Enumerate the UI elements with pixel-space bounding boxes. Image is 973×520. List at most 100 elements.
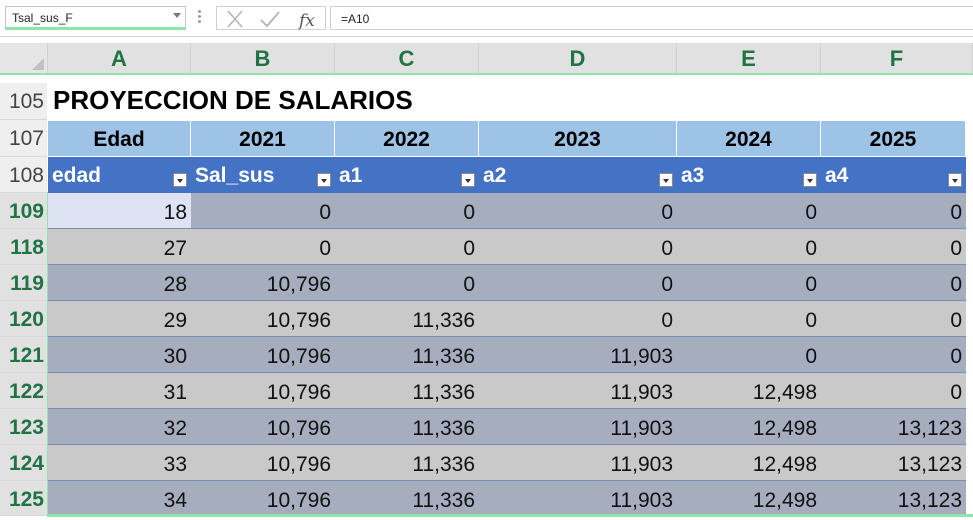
row-header[interactable]: 108	[0, 157, 47, 193]
table-header-cell[interactable]: Sal_sus	[191, 157, 335, 193]
table-cell[interactable]: 10,796	[191, 337, 335, 373]
table-cell[interactable]: 0	[335, 265, 479, 301]
column-header-d[interactable]: D	[479, 43, 677, 73]
table-cell[interactable]: 31	[48, 373, 191, 409]
filter-dropdown-icon[interactable]	[461, 173, 475, 187]
filter-dropdown-icon[interactable]	[173, 173, 187, 187]
table-cell[interactable]: 11,903	[479, 337, 677, 373]
year-header-cell[interactable]: 2024	[677, 121, 821, 157]
filter-dropdown-icon[interactable]	[803, 173, 817, 187]
row-header[interactable]: 107	[0, 120, 47, 157]
table-cell[interactable]: 0	[821, 193, 966, 229]
table-cell[interactable]: 0	[821, 301, 966, 337]
table-cell[interactable]: 30	[48, 337, 191, 373]
table-cell[interactable]: 10,796	[191, 445, 335, 481]
table-cell[interactable]: 12,498	[677, 445, 821, 481]
row-header[interactable]: 122	[0, 373, 47, 409]
filter-dropdown-icon[interactable]	[948, 173, 962, 187]
table-cell[interactable]: 0	[335, 229, 479, 265]
table-header-cell[interactable]: edad	[48, 157, 191, 193]
table-cell[interactable]: 0	[821, 337, 966, 373]
table-cell[interactable]: 10,796	[191, 481, 335, 517]
table-cell[interactable]: 10,796	[191, 301, 335, 337]
table-header-cell[interactable]: a1	[335, 157, 479, 193]
table-cell[interactable]: 0	[191, 193, 335, 229]
table-cell[interactable]: 13,123	[821, 409, 966, 445]
table-cell[interactable]: 32	[48, 409, 191, 445]
fx-icon[interactable]: fx	[297, 10, 319, 30]
x-icon[interactable]	[225, 10, 245, 28]
table-cell[interactable]: 0	[677, 265, 821, 301]
row-header[interactable]: 119	[0, 265, 47, 301]
table-cell[interactable]: 11,903	[479, 373, 677, 409]
row-header[interactable]: 124	[0, 445, 47, 481]
table-cell[interactable]: 18	[48, 193, 191, 229]
table-cell[interactable]: 13,123	[821, 445, 966, 481]
year-header-cell[interactable]: 2021	[191, 121, 335, 157]
table-header-cell[interactable]: a2	[479, 157, 677, 193]
sheet-title[interactable]: PROYECCION DE SALARIOS	[53, 85, 413, 115]
table-cell[interactable]: 11,903	[479, 409, 677, 445]
table-cell[interactable]: 0	[479, 229, 677, 265]
formula-text[interactable]: =A10	[341, 12, 370, 26]
filter-dropdown-icon[interactable]	[659, 173, 673, 187]
table-cell[interactable]: 27	[48, 229, 191, 265]
table-cell[interactable]: 10,796	[191, 265, 335, 301]
table-cell[interactable]: 12,498	[677, 409, 821, 445]
table-cell[interactable]: 11,336	[335, 301, 479, 337]
table-cell[interactable]: 0	[479, 301, 677, 337]
table-cell[interactable]: 13,123	[821, 481, 966, 517]
row-header[interactable]: 109	[0, 193, 47, 229]
table-cell[interactable]: 11,336	[335, 409, 479, 445]
table-cell[interactable]: 0	[479, 193, 677, 229]
row-header[interactable]: 123	[0, 409, 47, 445]
name-box-dropdown-icon[interactable]	[173, 13, 181, 18]
table-header-cell[interactable]: a3	[677, 157, 821, 193]
check-icon[interactable]	[259, 10, 281, 28]
table-cell[interactable]: 12,498	[677, 481, 821, 517]
table-cell[interactable]: 10,796	[191, 409, 335, 445]
table-cell[interactable]: 11,336	[335, 445, 479, 481]
name-box-value[interactable]: Tsal_sus_F	[12, 11, 73, 25]
row-header[interactable]: 125	[0, 481, 47, 516]
table-cell[interactable]: 12,498	[677, 373, 821, 409]
table-cell[interactable]: 11,903	[479, 481, 677, 517]
table-cell[interactable]: 28	[48, 265, 191, 301]
name-box[interactable]: Tsal_sus_F	[5, 6, 186, 30]
row-header[interactable]: 121	[0, 337, 47, 373]
table-header-cell[interactable]: a4	[821, 157, 966, 193]
table-cell[interactable]: 33	[48, 445, 191, 481]
table-cell[interactable]: 11,336	[335, 481, 479, 517]
column-header-f[interactable]: F	[821, 43, 973, 73]
table-cell[interactable]: 0	[191, 229, 335, 265]
table-cell[interactable]: 0	[821, 373, 966, 409]
table-cell[interactable]: 0	[677, 337, 821, 373]
table-cell[interactable]: 11,336	[335, 373, 479, 409]
table-cell[interactable]: 11,903	[479, 445, 677, 481]
table-cell[interactable]: 0	[335, 193, 479, 229]
table-cell[interactable]: 0	[821, 265, 966, 301]
filter-dropdown-icon[interactable]	[317, 173, 331, 187]
table-cell[interactable]: 10,796	[191, 373, 335, 409]
column-header-a[interactable]: A	[48, 43, 191, 73]
year-header-cell[interactable]: 2025	[821, 121, 966, 157]
table-cell[interactable]: 0	[677, 301, 821, 337]
table-cell[interactable]: 0	[821, 229, 966, 265]
column-header-c[interactable]: C	[335, 43, 479, 73]
row-header[interactable]: 118	[0, 229, 47, 265]
table-cell[interactable]: 0	[677, 229, 821, 265]
table-cell[interactable]: 34	[48, 481, 191, 517]
year-header-cell[interactable]: Edad	[48, 121, 191, 157]
year-header-cell[interactable]: 2023	[479, 121, 677, 157]
column-header-b[interactable]: B	[191, 43, 335, 73]
table-cell[interactable]: 29	[48, 301, 191, 337]
column-header-e[interactable]: E	[677, 43, 821, 73]
row-header[interactable]: 105	[0, 83, 47, 120]
table-cell[interactable]: 0	[677, 193, 821, 229]
formula-bar-grip-icon[interactable]	[198, 10, 201, 26]
row-header[interactable]: 120	[0, 301, 47, 337]
table-cell[interactable]: 0	[479, 265, 677, 301]
table-cell[interactable]: 11,336	[335, 337, 479, 373]
select-all-button[interactable]	[0, 43, 48, 73]
formula-input[interactable]: =A10	[330, 6, 973, 30]
